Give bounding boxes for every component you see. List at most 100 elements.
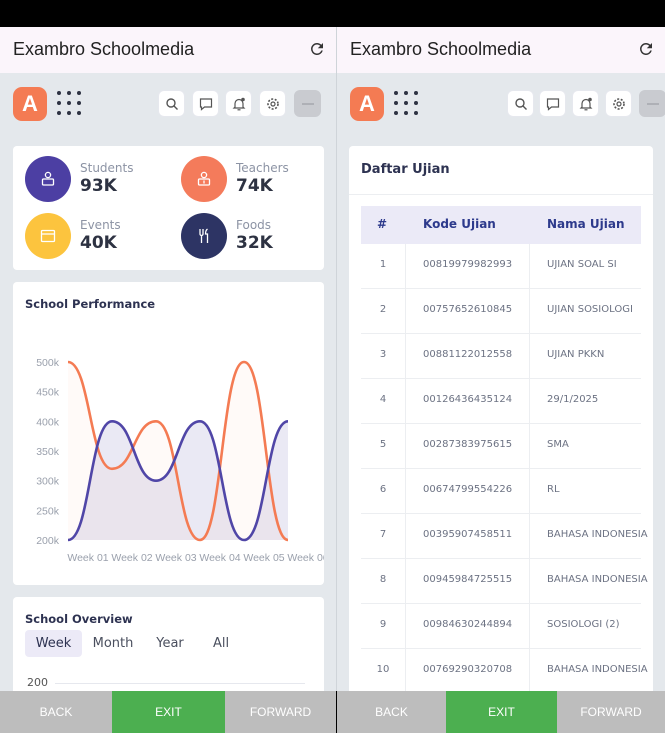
table-row[interactable]: 10 00769290320708 BAHASA INDONESIA bbox=[361, 649, 648, 694]
row-kode-ujian: 00395907458511 bbox=[423, 529, 513, 540]
fork-knife-icon bbox=[181, 213, 227, 259]
header-divider bbox=[349, 194, 653, 195]
table-row[interactable]: 3 00881122012558 UJIAN PKKN bbox=[361, 334, 641, 379]
title-bar: Exambro Schoolmedia bbox=[337, 27, 665, 73]
y-tick-label: 350k bbox=[36, 446, 60, 458]
row-number: 5 bbox=[379, 439, 387, 450]
calendar-icon bbox=[25, 213, 71, 259]
row-nama-ujian: SMA bbox=[547, 439, 569, 450]
table-row[interactable]: 8 00945984725515 BAHASA INDONESIA bbox=[361, 559, 648, 604]
overview-gridline bbox=[55, 683, 305, 684]
forward-button[interactable]: FORWARD bbox=[225, 691, 336, 733]
forward-button[interactable]: FORWARD bbox=[557, 691, 665, 733]
stat-value: 74K bbox=[236, 176, 273, 196]
app-title: Exambro Schoolmedia bbox=[350, 39, 532, 59]
row-number: 8 bbox=[379, 574, 387, 585]
logo[interactable]: A bbox=[13, 87, 47, 121]
row-number: 2 bbox=[379, 304, 387, 315]
settings-button[interactable] bbox=[605, 90, 632, 117]
exit-button[interactable]: EXIT bbox=[446, 691, 557, 733]
overview-tabs: Week Month Year All bbox=[25, 630, 315, 657]
grid-menu-icon[interactable] bbox=[57, 91, 83, 117]
tab-month[interactable]: Month bbox=[92, 636, 134, 651]
messages-button[interactable] bbox=[192, 90, 219, 117]
row-kode-ujian: 00126436435124 bbox=[423, 394, 513, 405]
stat-label: Foods bbox=[236, 218, 272, 232]
row-number: 6 bbox=[379, 484, 387, 495]
y-tick-label: 450k bbox=[36, 387, 60, 399]
row-number: 1 bbox=[379, 259, 387, 270]
chat-icon bbox=[199, 98, 213, 111]
row-nama-ujian: BAHASA INDONESIA bbox=[547, 574, 648, 585]
row-kode-ujian: 00287383975615 bbox=[423, 439, 513, 450]
stat-value: 32K bbox=[236, 233, 273, 253]
y-tick-label: 300k bbox=[36, 476, 60, 488]
table-row[interactable]: 6 00674799554226 RL bbox=[361, 469, 641, 514]
stat-events: Events 40K bbox=[25, 213, 175, 259]
overview-y-tick: 200 bbox=[27, 676, 48, 689]
overview-title: School Overview bbox=[25, 612, 133, 626]
refresh-icon[interactable] bbox=[308, 40, 326, 58]
table-row[interactable]: 1 00819979982993 UJIAN SOAL SI bbox=[361, 244, 641, 289]
y-tick-label: 200k bbox=[36, 535, 60, 547]
column-divider bbox=[405, 244, 406, 733]
profile-button[interactable] bbox=[294, 90, 321, 117]
back-button[interactable]: BACK bbox=[337, 691, 446, 733]
table-row[interactable]: 4 00126436435124 29/1/2025 bbox=[361, 379, 641, 424]
back-button[interactable]: BACK bbox=[0, 691, 112, 733]
notifications-button[interactable] bbox=[572, 90, 599, 117]
x-tick-label: Week 03 bbox=[155, 552, 196, 564]
exit-button[interactable]: EXIT bbox=[112, 691, 225, 733]
y-tick-label: 400k bbox=[36, 416, 60, 428]
top-nav: A bbox=[0, 73, 336, 135]
profile-button[interactable] bbox=[639, 90, 665, 117]
tab-all[interactable]: All bbox=[212, 636, 230, 651]
stat-value: 93K bbox=[80, 176, 117, 196]
col-kode-ujian: Kode Ujian bbox=[423, 217, 496, 231]
row-nama-ujian: BAHASA INDONESIA bbox=[547, 529, 648, 540]
series-area bbox=[68, 362, 288, 540]
search-icon bbox=[166, 98, 178, 110]
logo[interactable]: A bbox=[350, 87, 384, 121]
performance-card: School Performance 500k 450k 400k 350k 300k 2… bbox=[13, 282, 324, 585]
row-number: 3 bbox=[379, 349, 387, 360]
row-number: 10 bbox=[376, 664, 390, 675]
table-header: # Kode Ujian Nama Ujian bbox=[361, 206, 641, 244]
left-pane: Exambro Schoolmedia A bbox=[0, 27, 336, 733]
gear-icon bbox=[267, 98, 279, 110]
tab-year[interactable]: Year bbox=[156, 636, 184, 651]
row-nama-ujian: 29/1/2025 bbox=[547, 394, 599, 405]
bell-icon bbox=[232, 97, 246, 111]
x-tick-label: Week 06 bbox=[287, 552, 324, 564]
row-nama-ujian: RL bbox=[547, 484, 560, 495]
row-nama-ujian: UJIAN SOSIOLOGI bbox=[547, 304, 633, 315]
table-row[interactable]: 2 00757652610845 UJIAN SOSIOLOGI bbox=[361, 289, 641, 334]
tab-week[interactable]: Week bbox=[25, 630, 82, 657]
row-number: 9 bbox=[379, 619, 387, 630]
row-kode-ujian: 00819979982993 bbox=[423, 259, 513, 270]
col-nama-ujian: Nama Ujian bbox=[547, 217, 625, 231]
column-divider bbox=[529, 244, 530, 733]
table-row[interactable]: 5 00287383975615 SMA bbox=[361, 424, 641, 469]
settings-button[interactable] bbox=[259, 90, 286, 117]
y-tick-label: 500k bbox=[36, 357, 60, 369]
grid-menu-icon[interactable] bbox=[394, 91, 420, 117]
row-kode-ujian: 00945984725515 bbox=[423, 574, 513, 585]
search-button[interactable] bbox=[158, 90, 185, 117]
refresh-icon[interactable] bbox=[637, 40, 655, 58]
row-nama-ujian: UJIAN SOAL SI bbox=[547, 259, 617, 270]
search-button[interactable] bbox=[507, 90, 534, 117]
messages-button[interactable] bbox=[539, 90, 566, 117]
pane-divider bbox=[336, 27, 337, 691]
stat-label: Students bbox=[80, 161, 134, 175]
table-row[interactable]: 7 00395907458511 BAHASA INDONESIA bbox=[361, 514, 648, 559]
stat-foods: Foods 32K bbox=[181, 213, 331, 259]
student-icon bbox=[25, 156, 71, 202]
row-nama-ujian: UJIAN PKKN bbox=[547, 349, 605, 360]
bottom-bar: BACK EXIT FORWARD BACK EXIT FORWARD bbox=[0, 691, 665, 733]
x-tick-label: Week 05 bbox=[243, 552, 284, 564]
notifications-button[interactable] bbox=[225, 90, 252, 117]
table-row[interactable]: 9 00984630244894 SOSIOLOGI (2) bbox=[361, 604, 641, 649]
